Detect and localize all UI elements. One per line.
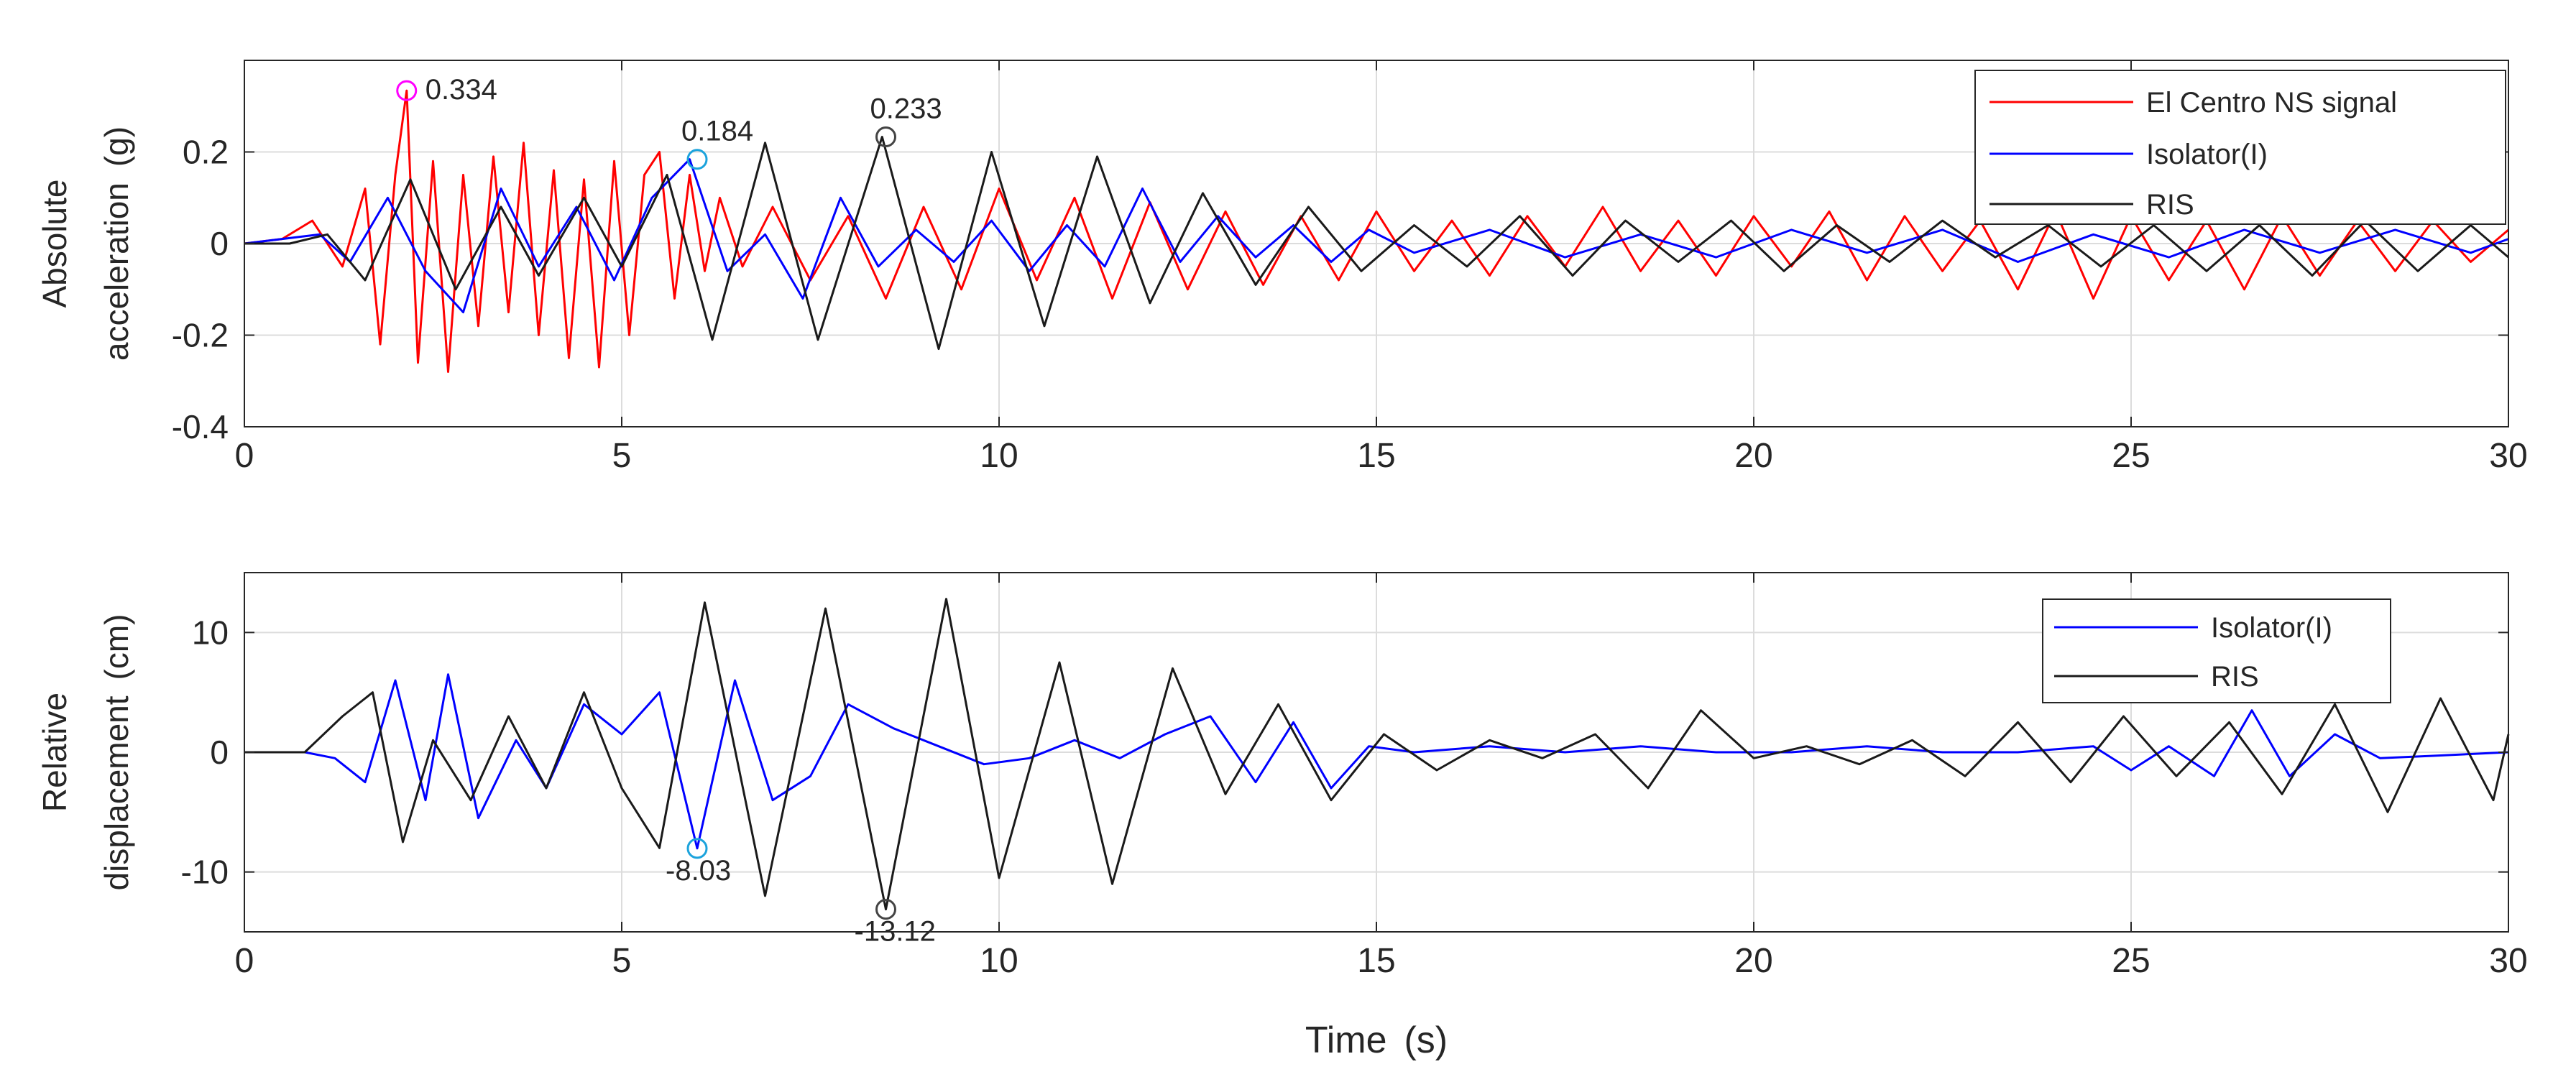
displacement-xtick-label: 20: [1734, 942, 1772, 980]
acceleration-ylabel-line2: acceleration: [98, 182, 135, 361]
displacement-xtick-label: 5: [612, 942, 632, 980]
displacement-xtick-label: 30: [2489, 942, 2527, 980]
displacement-ylabel-unit-row: displacement (cm): [98, 614, 135, 890]
acceleration-ylabel-line1: Absolute: [36, 179, 73, 308]
chart-svg: 0.334 0.184 0.233 0 5 10 15 20 25 30 -0.4 -0.2 0 0.2…: [0, 0, 2576, 1078]
displacement-ylabel-line1: Relative: [36, 693, 73, 812]
legend-label-ris: RIS: [2146, 189, 2194, 221]
xlabel-unit: (s): [1404, 1019, 1448, 1061]
time-xlabel: Time (s): [1305, 1019, 1448, 1061]
acceleration-xtick-label: 15: [1357, 437, 1395, 475]
legend-label-isolator-2: Isolator(I): [2211, 612, 2332, 644]
acceleration-ytick-label: 0.2: [183, 134, 229, 171]
legend-label-ris-2: RIS: [2211, 661, 2259, 693]
displacement-peak-label: -8.03: [666, 855, 731, 887]
displacement-ylabel-line2: displacement: [98, 695, 135, 890]
displacement-ytick-label: -10: [181, 854, 229, 891]
acceleration-xtick-label: 0: [235, 437, 254, 475]
acceleration-xtick-label: 30: [2489, 437, 2527, 475]
acceleration-ylabel-unit: (g): [98, 126, 135, 167]
acceleration-xtick-label: 25: [2112, 437, 2150, 475]
acceleration-xtick-label: 10: [980, 437, 1018, 475]
displacement-ylabel-unit: (cm): [98, 614, 135, 680]
xlabel-text: Time: [1305, 1019, 1387, 1061]
displacement-legend: Isolator(I) RIS: [2043, 599, 2391, 703]
acceleration-xtick-label: 20: [1734, 437, 1772, 475]
acceleration-peak-label: 0.184: [681, 116, 753, 147]
displacement-xtick-label: 0: [235, 942, 254, 980]
displacement-xtick-label: 25: [2112, 942, 2150, 980]
acceleration-ytick-label: 0: [210, 225, 229, 262]
acceleration-peak-label: 0.233: [870, 93, 942, 124]
displacement-xtick-label: 10: [980, 942, 1018, 980]
acceleration-axes: 0.334 0.184 0.233 0 5 10 15 20 25 30 -0.4 -0.2 0 0.2…: [36, 60, 2528, 475]
acceleration-ytick-label: -0.4: [172, 408, 229, 445]
displacement-xtick-label: 15: [1357, 942, 1395, 980]
acceleration-xtick-label: 5: [612, 437, 632, 475]
figure: 0.334 0.184 0.233 0 5 10 15 20 25 30 -0.4 -0.2 0 0.2…: [0, 0, 2576, 1078]
acceleration-legend: El Centro NS signal Isolator(I) RIS: [1975, 70, 2506, 224]
displacement-ytick-label: 0: [210, 734, 229, 771]
acceleration-peak-label: 0.334: [426, 74, 497, 106]
acceleration-ylabel-unit-row: acceleration (g): [98, 126, 135, 361]
acceleration-ytick-label: -0.2: [172, 317, 229, 354]
legend-label-isolator: Isolator(I): [2146, 139, 2268, 170]
displacement-ytick-label: 10: [192, 614, 229, 651]
legend-label-el-centro: El Centro NS signal: [2146, 87, 2397, 119]
